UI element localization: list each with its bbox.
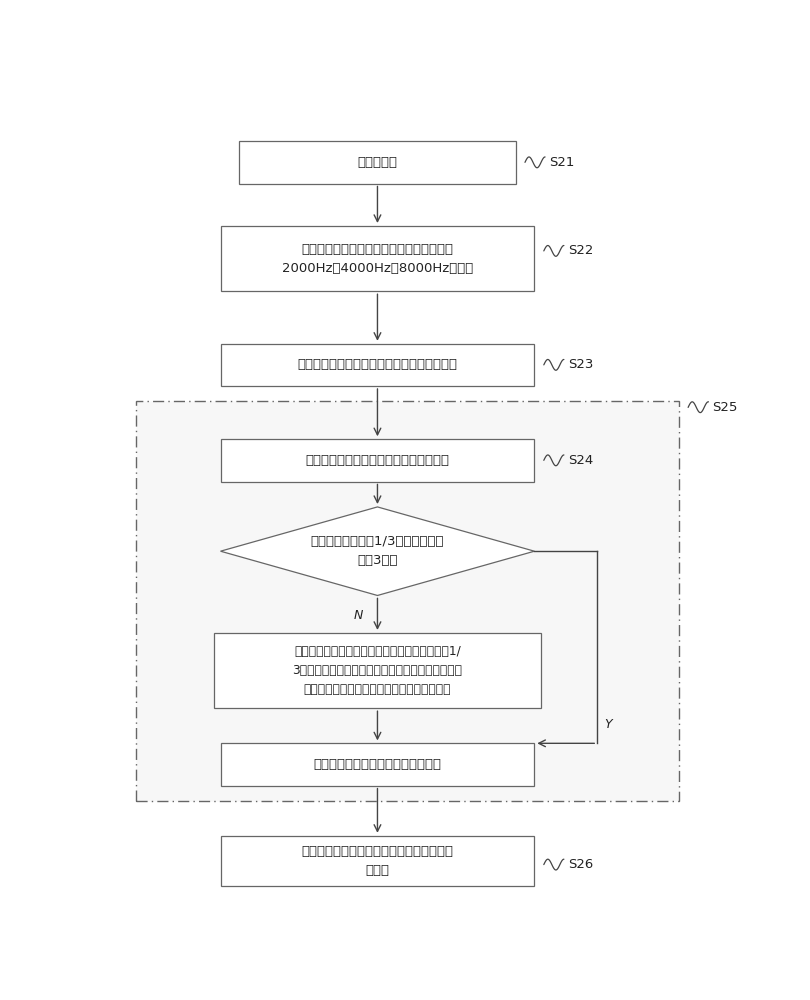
Text: S23: S23 [568,358,593,371]
FancyBboxPatch shape [214,633,541,708]
Polygon shape [220,507,535,595]
Text: S25: S25 [712,401,737,414]
FancyBboxPatch shape [220,344,535,386]
Text: 在耳鸣频率范围内从小到大重新任选三个频率在1/
3倍频程点上的纯音，并与耳鸣耳的耳鸣进行比较获
取最接近纯音，如此进一步缩小耳鸣频率范围: 在耳鸣频率范围内从小到大重新任选三个频率在1/ 3倍频程点上的纯音，并与耳鸣耳的… [292,645,463,696]
FancyBboxPatch shape [220,836,535,886]
Text: S22: S22 [568,244,593,257]
Text: S24: S24 [568,454,593,467]
Text: 耳鸣频率范围内的1/3倍频程点小于
等于3个？: 耳鸣频率范围内的1/3倍频程点小于 等于3个？ [311,535,444,567]
FancyBboxPatch shape [220,226,535,291]
FancyBboxPatch shape [136,401,679,801]
Text: N: N [354,609,364,622]
Text: 对测试耳在其纯音阈值以上播放频率分别为
2000Hz、4000Hz和8000Hz的纯音: 对测试耳在其纯音阈值以上播放频率分别为 2000Hz、4000Hz和8000Hz… [282,243,473,275]
Text: S26: S26 [568,858,593,871]
Text: 对最初耳鸣频率进行倍频混淤试验，确定耳
鸣频率: 对最初耳鸣频率进行倍频混淤试验，确定耳 鸣频率 [301,845,454,877]
Text: 通过最接近纯音的频率确定耳鸣频率范围: 通过最接近纯音的频率确定耳鸣频率范围 [305,454,450,467]
Text: S21: S21 [549,156,574,169]
Text: Y: Y [605,718,612,731]
FancyBboxPatch shape [220,743,535,786]
Text: 选择测试耳: 选择测试耳 [357,156,398,169]
Text: 从三个纯音中，选择与耳鸣耳耳鸣最接近纯音: 从三个纯音中，选择与耳鸣耳耳鸣最接近纯音 [297,358,458,371]
Text: 最接近纯音的频率作为初选耳鸣频率: 最接近纯音的频率作为初选耳鸣频率 [313,758,441,771]
FancyBboxPatch shape [240,141,516,184]
FancyBboxPatch shape [220,439,535,482]
